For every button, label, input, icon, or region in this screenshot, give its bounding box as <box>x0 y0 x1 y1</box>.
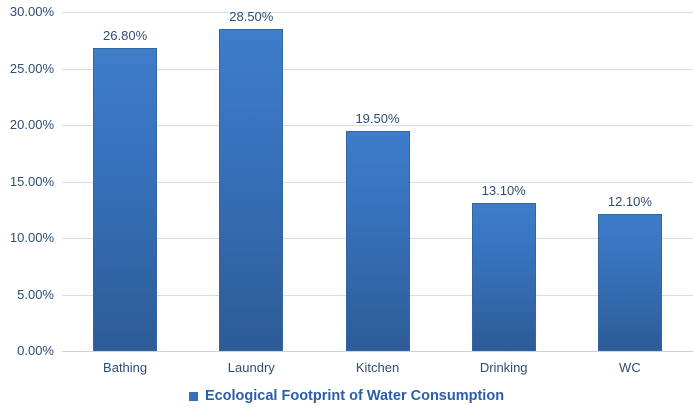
y-axis-tick-label: 15.00% <box>9 173 54 189</box>
legend: Ecological Footprint of Water Consumptio… <box>0 388 693 404</box>
bar-value-label: 13.10% <box>481 182 526 198</box>
y-axis-tick-label: 30.00% <box>9 4 54 19</box>
bar-value-label: 28.50% <box>229 8 274 24</box>
bar-value-label: 19.50% <box>355 110 400 126</box>
bar-drinking <box>471 202 536 351</box>
x-axis-tick-label: Kitchen <box>355 360 400 375</box>
y-axis-tick-label: 10.00% <box>9 230 54 245</box>
y-axis-tick-label: 25.00% <box>9 60 54 76</box>
gridline <box>62 125 693 126</box>
gridline <box>62 12 693 13</box>
bar-laundry <box>219 28 284 351</box>
x-axis-tick-label: Drinking <box>479 360 528 375</box>
bar-value-label: 12.10% <box>607 194 652 210</box>
x-axis-tick-label: Laundry <box>227 360 275 375</box>
plot-area: 26.80% 28.50% 19.50% 13.10% 12.10% <box>62 8 693 352</box>
gridline <box>62 351 693 352</box>
bar-kitchen <box>345 130 410 351</box>
legend-label: Ecological Footprint of Water Consumptio… <box>204 388 505 404</box>
gridline <box>62 68 693 70</box>
x-axis-tick-label: WC <box>619 360 641 375</box>
bar-value-label: 26.80% <box>103 28 148 44</box>
bar-wc <box>597 214 662 351</box>
y-axis-tick-label: 0.00% <box>17 343 54 358</box>
bar-bathing <box>93 48 158 351</box>
x-axis-tick-label: Bathing <box>103 360 148 375</box>
y-axis-tick-label: 20.00% <box>9 117 54 132</box>
y-axis-tick-label: 5.00% <box>17 286 54 302</box>
legend-marker-icon <box>188 391 198 401</box>
